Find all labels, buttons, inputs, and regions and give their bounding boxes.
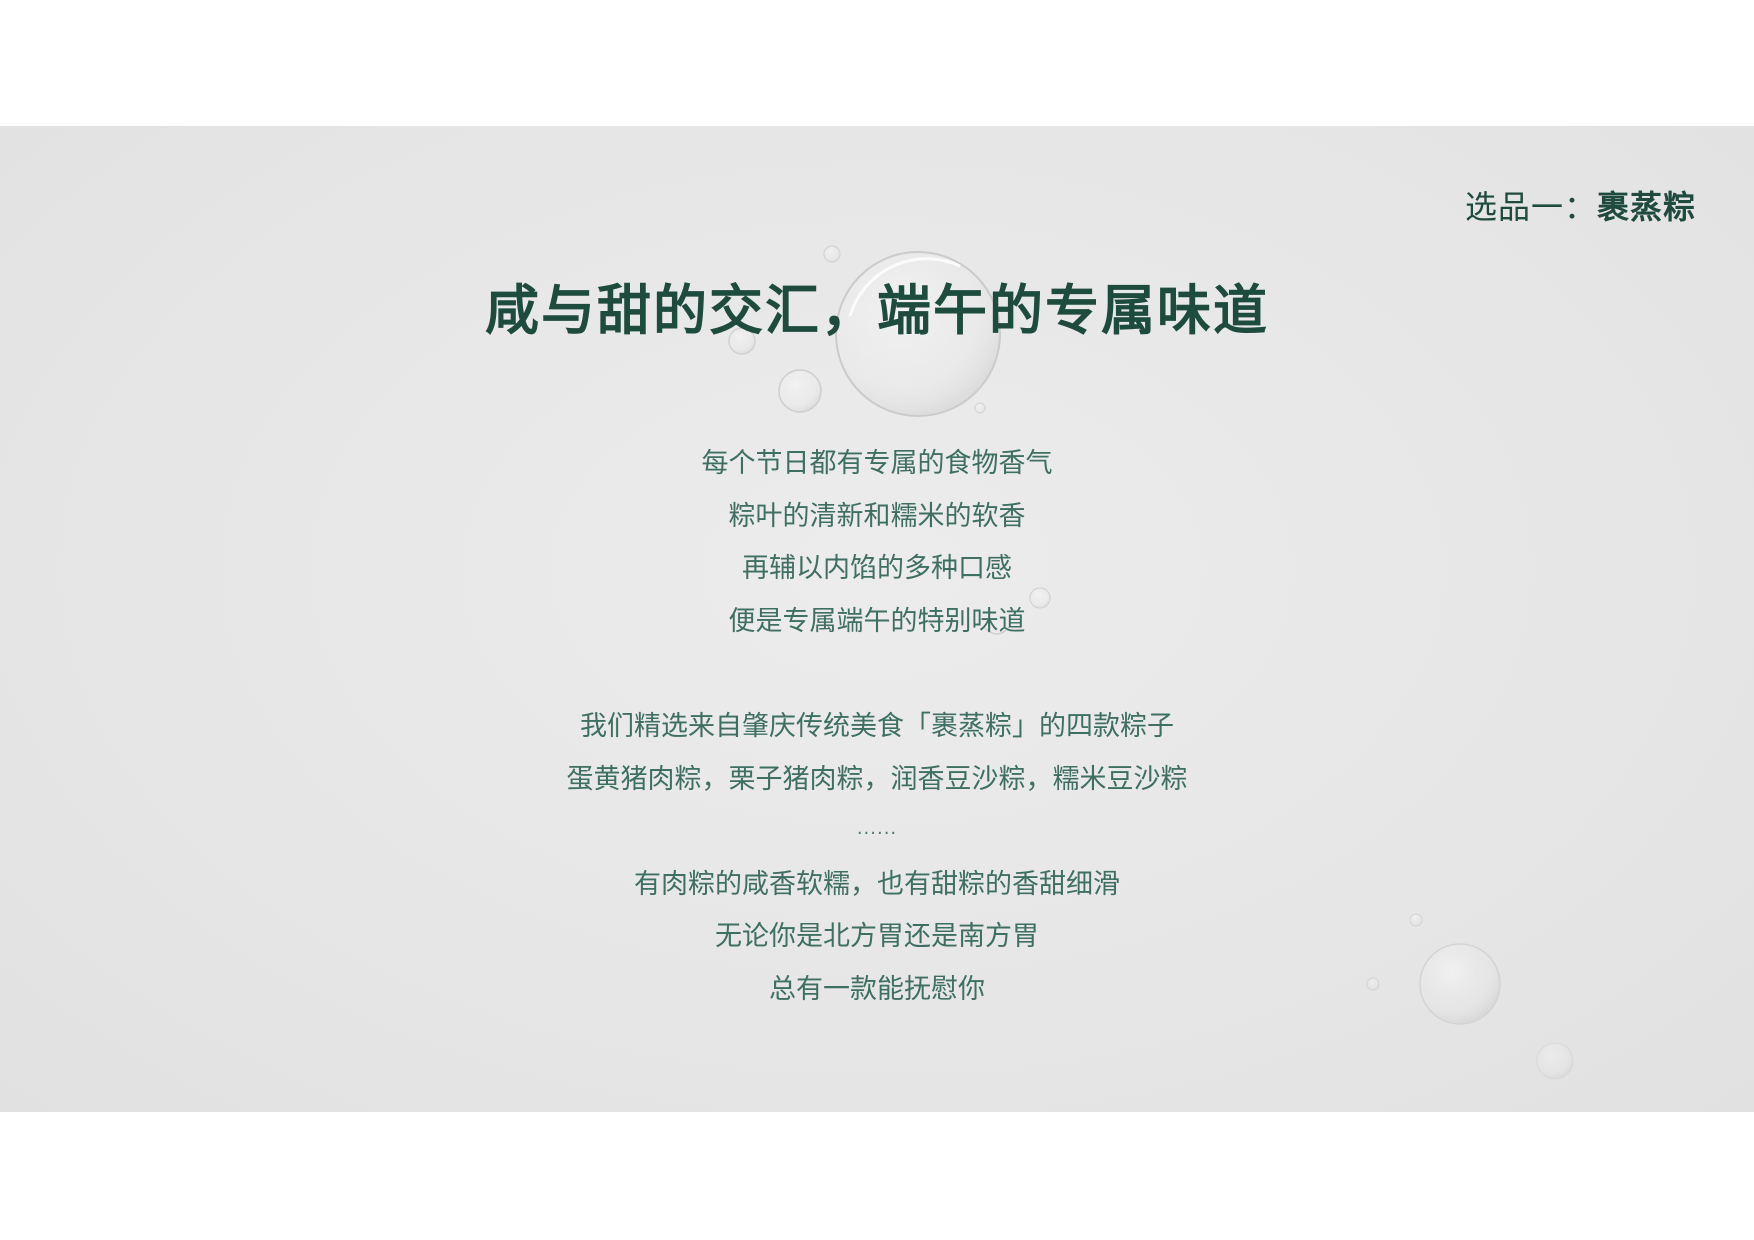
page-title: 咸与甜的交汇，端午的专属味道 [485, 279, 1269, 342]
product-label-name: 裹蒸粽 [1596, 188, 1696, 226]
body-copy: 每个节日都有专属的食物香气 粽叶的清新和糯米的软香 再辅以内馅的多种口感 便是专… [0, 438, 1754, 1017]
paragraph3-line: 无论你是北方胃还是南方胃 [715, 921, 1039, 953]
paragraph3-line: 总有一款能抚慰你 [769, 973, 985, 1005]
paragraph2-line: 蛋黄猪肉粽，栗子猪肉粽，润香豆沙粽，糯米豆沙粽 [566, 763, 1188, 795]
product-label-prefix: 选品一： [1464, 188, 1597, 226]
paragraph-spacer [0, 648, 1754, 701]
paragraph3-line: 有肉粽的咸香软糯，也有甜粽的香甜细滑 [634, 868, 1120, 900]
slide: 选品一：裹蒸粽 咸与甜的交汇，端午的专属味道 每个节日都有专属的食物香气 粽叶的… [0, 126, 1754, 1112]
paragraph1-line: 便是专属端午的特别味道 [728, 605, 1026, 637]
paragraph1-line: 再辅以内馅的多种口感 [742, 553, 1012, 585]
paragraph2-line: 我们精选来自肇庆传统美食「裹蒸粽」的四款粽子 [580, 710, 1174, 742]
paragraph1-line: 每个节日都有专属的食物香气 [701, 448, 1053, 479]
product-label: 选品一：裹蒸粽 [1465, 182, 1696, 228]
ellipsis: ...... [856, 818, 898, 840]
paragraph1-line: 粽叶的清新和糯米的软香 [728, 500, 1026, 532]
